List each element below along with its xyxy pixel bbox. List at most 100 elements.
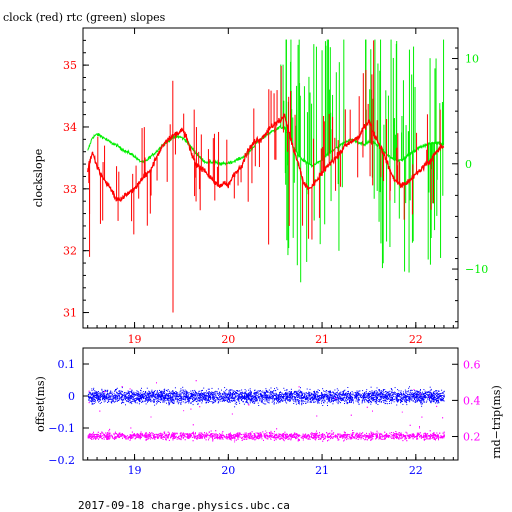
offset-point	[259, 398, 261, 400]
offset-point	[337, 403, 339, 405]
offset-point	[207, 399, 209, 400]
offset-point	[437, 393, 439, 395]
offset-point	[405, 401, 407, 403]
offset-point	[411, 398, 413, 400]
offset-point	[243, 398, 245, 399]
offset-point	[121, 391, 123, 393]
offset-point	[352, 398, 354, 400]
offset-point	[131, 394, 132, 396]
offset-point	[131, 397, 133, 399]
offset-point	[254, 398, 256, 400]
offset-point	[358, 399, 360, 401]
offset-point	[217, 398, 219, 400]
offset-point	[121, 387, 123, 389]
offset-point	[288, 395, 290, 397]
offset-point	[106, 393, 108, 395]
offset-point	[169, 401, 171, 403]
offset-point	[193, 396, 195, 398]
offset-point	[327, 393, 329, 395]
offset-point	[387, 394, 389, 396]
offset-point	[378, 400, 380, 402]
offset-point	[411, 389, 413, 391]
offset-point	[425, 396, 427, 398]
offset-point	[101, 389, 103, 391]
offset-point	[263, 393, 265, 394]
offset-point	[214, 394, 216, 396]
offset-point	[124, 395, 125, 397]
offset-point	[345, 401, 347, 403]
offset-point	[388, 391, 390, 393]
offset-point	[350, 397, 352, 399]
offset-point	[190, 392, 192, 394]
offset-point	[340, 402, 341, 404]
offset-point	[207, 388, 209, 390]
offset-point	[186, 397, 188, 399]
offset-point	[183, 392, 185, 394]
offset-point	[170, 397, 171, 399]
offset-point	[150, 399, 152, 400]
offset-point	[286, 402, 288, 404]
offset-point	[249, 395, 251, 396]
offset-point	[415, 395, 417, 397]
offset-point	[241, 392, 243, 394]
offset-point	[322, 395, 324, 397]
offset-point	[387, 398, 389, 400]
offset-point	[161, 395, 163, 397]
slope-y-tick-label: 32	[63, 245, 77, 258]
offset-point	[213, 393, 215, 395]
offset-point	[253, 392, 255, 394]
offset-point	[258, 396, 260, 398]
offset-point	[357, 398, 359, 400]
offset-point	[321, 396, 322, 398]
offset-point	[305, 392, 307, 393]
offset-point	[129, 397, 131, 399]
offset-point	[239, 393, 241, 395]
offset-point	[428, 395, 430, 397]
offset-point	[426, 400, 428, 402]
offset-point	[359, 395, 361, 397]
offset-point	[394, 387, 396, 389]
offset-point	[414, 401, 416, 403]
offset-point	[383, 397, 385, 399]
offset-point	[187, 395, 189, 397]
offset-point	[420, 400, 422, 402]
offset-point	[300, 393, 302, 395]
offset-point	[207, 400, 209, 402]
offset-point	[376, 395, 378, 397]
offset-point	[340, 391, 342, 393]
offset-point	[226, 394, 228, 396]
rndtrip-point	[386, 434, 388, 436]
offset-point	[417, 397, 419, 399]
offset-point	[416, 400, 418, 402]
offset-point	[245, 401, 247, 403]
offset-point	[319, 398, 321, 400]
offset-point	[253, 403, 255, 404]
offset-point	[92, 394, 94, 396]
offset-point	[249, 390, 251, 392]
offset-point	[436, 398, 437, 400]
offset-point	[376, 398, 378, 400]
offset-point	[259, 390, 261, 392]
offset-point	[139, 398, 141, 400]
slope-plot-frame	[82, 27, 459, 329]
offset-point	[301, 404, 303, 406]
offset-point	[331, 399, 332, 401]
offset-point	[174, 400, 176, 402]
offset-point	[263, 396, 265, 398]
offset-point	[306, 401, 308, 403]
offset-point	[241, 394, 243, 396]
offset-point	[287, 400, 289, 402]
offset-point	[159, 394, 160, 396]
offset-point	[279, 398, 281, 400]
offset-point	[145, 398, 147, 399]
offset-point	[345, 396, 347, 398]
offset-point	[146, 392, 148, 394]
offset-point	[261, 395, 263, 397]
offset-point	[339, 394, 341, 396]
offset-point	[302, 397, 304, 398]
offset-point	[420, 402, 422, 404]
offset-point	[202, 398, 204, 400]
offset-point	[397, 392, 399, 394]
offset-point	[197, 404, 199, 405]
offset-point	[315, 395, 316, 397]
